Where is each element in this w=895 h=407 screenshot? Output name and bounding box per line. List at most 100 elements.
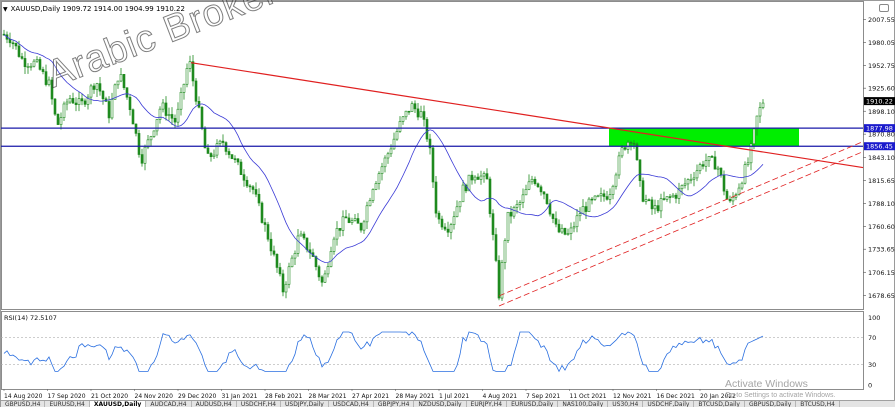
candle-body (551, 213, 555, 219)
tab-audusd-h4[interactable]: AUDUSD,H4 (192, 401, 237, 407)
candle-body (362, 221, 366, 231)
candle-body (365, 205, 369, 223)
symbol-info: XAUUSD,Daily 1909.72 1914.00 1904.99 191… (10, 5, 185, 13)
candle-body (218, 140, 222, 144)
tab-eurusd-h4[interactable]: EURUSD,H4 (45, 401, 90, 407)
candle-body (398, 121, 402, 132)
time-label: 4 Aug 2021 (483, 393, 518, 400)
candle-body (215, 143, 219, 156)
candle-body (293, 253, 297, 259)
candle-body (554, 218, 558, 225)
rsi-line (3, 331, 764, 373)
rsi-label: RSI(14) 72.5107 (4, 314, 57, 322)
candle-body (473, 176, 477, 181)
candle-body (245, 179, 249, 187)
candle-body (233, 158, 237, 160)
price-tick-label: 1788.10 (868, 200, 895, 208)
candle-body (38, 59, 42, 70)
candle-body (275, 253, 279, 268)
chart-corner-button[interactable] (879, 4, 889, 12)
candle-body (560, 227, 564, 233)
candle-body (368, 200, 372, 207)
tab-eurusd-daily[interactable]: EURUSD,Daily (507, 401, 559, 407)
candle-body (632, 142, 636, 145)
time-label: 1 Jul 2021 (439, 393, 469, 400)
tab-usdcad-h4[interactable]: USDCAD,H4 (329, 401, 374, 407)
candle-body (578, 213, 582, 217)
price-tick-label: 1898.10 (868, 108, 895, 116)
rsi-chart[interactable]: RSI(14) 72.5107 100 70 30 0 (1, 311, 895, 391)
candle-body (542, 191, 546, 195)
time-label: 20 Jan 2022 (700, 393, 736, 400)
candle-body (635, 143, 639, 161)
dropdown-triangle-icon[interactable]: ▼ (3, 5, 8, 13)
candle-body (212, 154, 216, 158)
candle-body (14, 42, 18, 47)
candle-body (305, 237, 309, 251)
tab-xauusd-daily[interactable]: XAUUSD,Daily (89, 401, 147, 407)
candle-body (230, 154, 234, 159)
tab-nzdusd-daily[interactable]: NZDUSD,Daily (414, 401, 467, 407)
candle-body (662, 198, 666, 200)
tab-nas100-daily[interactable]: NAS100,Daily (558, 401, 609, 407)
candle-body (173, 117, 177, 123)
candle-body (194, 80, 198, 102)
candle-body (284, 283, 288, 293)
tab-usdchf-daily[interactable]: USDCHF,Daily (643, 401, 695, 407)
candle-body (185, 68, 189, 85)
candle-body (569, 227, 573, 234)
candle-body (440, 218, 444, 228)
candle-body (683, 183, 687, 186)
time-label: 27 Apr 2021 (352, 393, 389, 400)
candle-body (761, 102, 765, 108)
candle-body (677, 188, 681, 199)
candle-body (11, 42, 15, 45)
candle-body (698, 164, 702, 172)
candle-body (623, 147, 627, 150)
candle-body (596, 195, 600, 198)
candle-body (71, 98, 75, 104)
candle-body (494, 234, 498, 261)
candle-body (23, 58, 27, 67)
candle-body (32, 60, 36, 67)
tab-gbpusd-daily[interactable]: GBPUSD,Daily (745, 401, 797, 407)
price-tick-label: 1815.65 (868, 177, 895, 185)
candle-body (389, 148, 393, 155)
candle-body (497, 260, 501, 299)
candle-body (713, 156, 717, 170)
candle-body (575, 215, 579, 228)
candle-body (599, 193, 603, 197)
tab-eurjpy-h4[interactable]: EURJPY,H4 (467, 401, 508, 407)
tab-btcusd-h4[interactable]: BTCUSD,H4 (796, 401, 840, 407)
candle-body (743, 164, 747, 184)
candle-body (437, 212, 441, 220)
level-lower-tag: 1856.45 (866, 143, 893, 151)
price-chart[interactable]: 2007.55 1980.05 1952.75 1925.60 1898.10 1870.… (1, 1, 895, 311)
candle-body (641, 180, 645, 202)
candle-body (446, 228, 450, 233)
supply-zone (609, 127, 799, 147)
candle-body (563, 227, 567, 235)
tab-gbpjpy-h4[interactable]: GBPJPY,H4 (374, 401, 415, 407)
time-label: 28 May 2021 (396, 393, 435, 400)
tab-usdchf-h4[interactable]: USDCHF,H4 (237, 401, 282, 407)
candle-body (62, 103, 66, 119)
level-upper-tag: 1877.98 (866, 125, 893, 133)
candle-body (479, 175, 483, 180)
candle-body (206, 147, 210, 154)
candle-body (266, 224, 270, 240)
candle-body (86, 96, 90, 105)
candle-body (707, 156, 711, 162)
tab-us30-h4[interactable]: US30,H4 (608, 401, 644, 407)
candle-body (644, 199, 648, 202)
rsi-level-label: 0 (868, 382, 872, 390)
tab-audcad-h4[interactable]: AUDCAD,H4 (146, 401, 192, 407)
candle-body (614, 174, 618, 187)
tab-usdjpy-daily[interactable]: USDJPY,Daily (281, 401, 329, 407)
candle-body (482, 173, 486, 177)
tab-btcusd-daily[interactable]: BTCUSD,Daily (694, 401, 745, 407)
candle-body (17, 45, 21, 57)
candle-body (464, 184, 468, 192)
tab-gbpusd-h4[interactable]: GBPUSD,H4 (1, 401, 46, 407)
